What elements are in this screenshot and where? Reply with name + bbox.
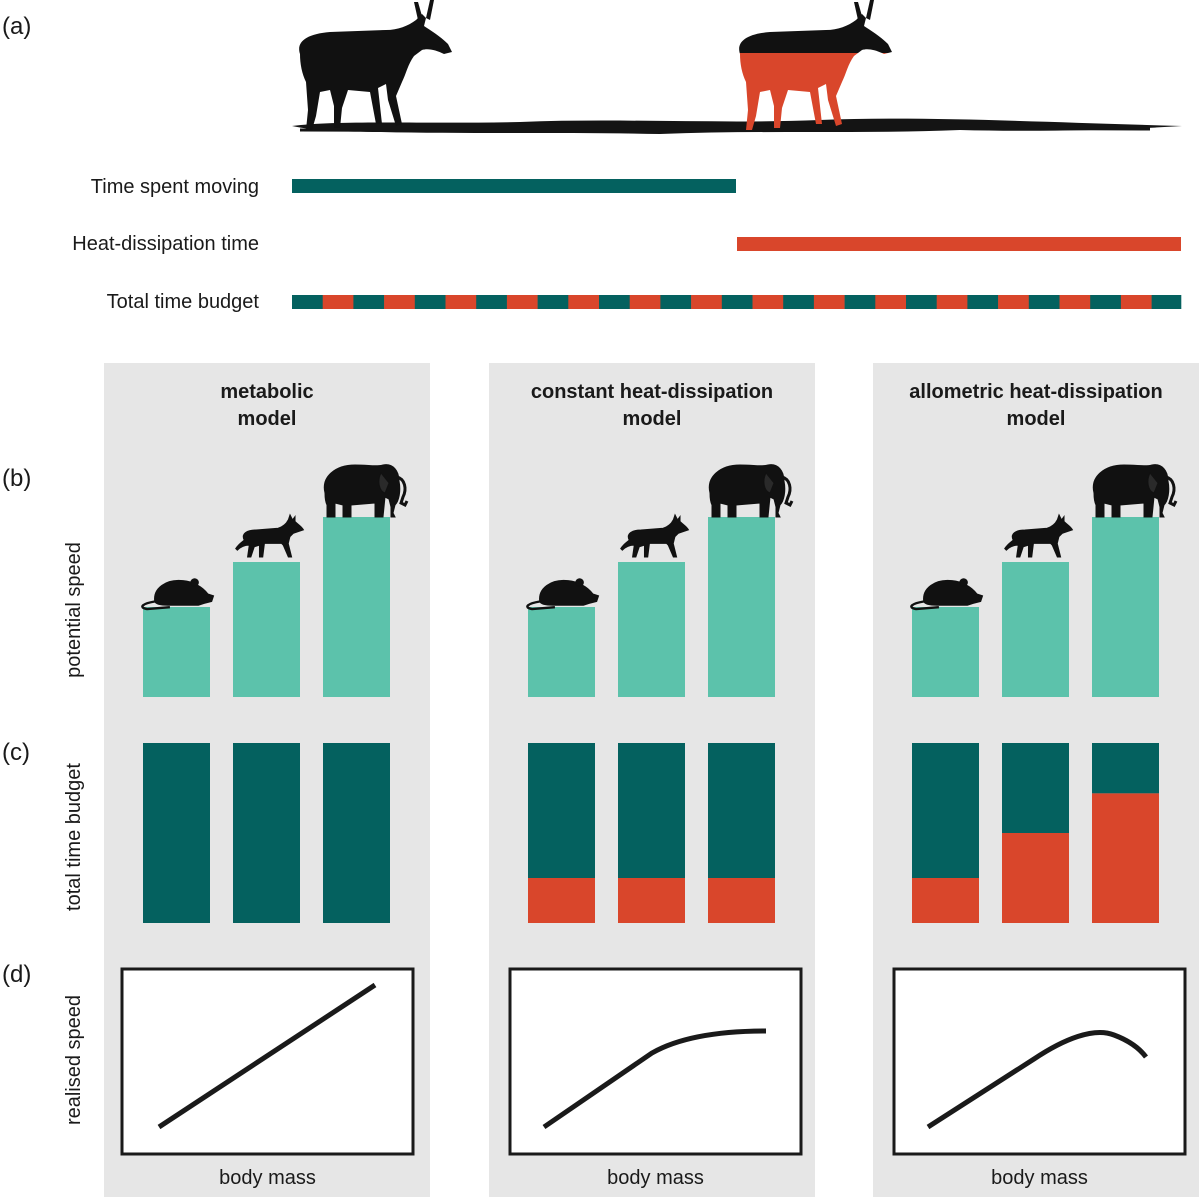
budget-segment-heat bbox=[875, 295, 907, 309]
budget-segment-heat bbox=[1059, 295, 1091, 309]
model-title-metabolic-line2: model bbox=[238, 408, 297, 430]
potential-speed-bar bbox=[1092, 517, 1159, 697]
budget-segment-heat bbox=[445, 295, 477, 309]
model-title-constant-line2: model bbox=[623, 408, 682, 430]
budget-segment-heat bbox=[813, 295, 845, 309]
realised-speed-plot-frame bbox=[508, 967, 803, 1156]
axis-label-potential-speed: potential speed bbox=[63, 542, 85, 678]
axis-label-total-time-budget: total time budget bbox=[63, 763, 85, 911]
budget-heat-segment bbox=[528, 878, 595, 923]
budget-segment-heat bbox=[568, 295, 600, 309]
budget-heat-segment bbox=[912, 878, 979, 923]
panel-label-b: (b) bbox=[2, 465, 31, 492]
budget-moving-segment bbox=[708, 743, 775, 878]
budget-segment-moving bbox=[1028, 295, 1060, 309]
budget-moving-segment bbox=[618, 743, 685, 878]
potential-speed-bar bbox=[708, 517, 775, 697]
budget-segment-moving bbox=[721, 295, 753, 309]
budget-segment-heat bbox=[691, 295, 723, 309]
potential-speed-bar bbox=[323, 517, 390, 697]
budget-segment-heat bbox=[936, 295, 968, 309]
bar-heat-dissipation bbox=[737, 237, 1181, 251]
budget-segment-heat bbox=[322, 295, 354, 309]
ground-strip bbox=[292, 118, 1182, 134]
budget-segment-moving bbox=[1090, 295, 1122, 309]
realised-speed-plot-frame bbox=[120, 967, 415, 1156]
panel-label-a: (a) bbox=[2, 13, 31, 40]
budget-heat-segment bbox=[1092, 793, 1159, 923]
budget-segment-moving bbox=[844, 295, 876, 309]
budget-moving-segment bbox=[528, 743, 595, 878]
budget-segment-moving bbox=[783, 295, 815, 309]
budget-moving-segment bbox=[1002, 743, 1069, 833]
realised-speed-plot-frame bbox=[892, 967, 1187, 1156]
potential-speed-bar bbox=[1002, 562, 1069, 697]
panel-label-c: (c) bbox=[2, 739, 30, 766]
model-title-metabolic-line1: metabolic bbox=[220, 381, 313, 403]
model-title-constant: constant heat-dissipation model bbox=[531, 381, 773, 430]
axis-label-body-mass: body mass bbox=[219, 1167, 316, 1189]
axis-label-body-mass: body mass bbox=[607, 1167, 704, 1189]
row-label-total-budget: Total time budget bbox=[107, 291, 260, 313]
budget-segment-heat bbox=[629, 295, 661, 309]
budget-segment-moving bbox=[292, 295, 323, 309]
potential-speed-bar bbox=[618, 562, 685, 697]
potential-speed-bar bbox=[143, 607, 210, 697]
model-title-metabolic: metabolic model bbox=[220, 381, 313, 430]
model-title-allometric-line1: allometric heat-dissipation bbox=[909, 381, 1162, 403]
potential-speed-bar bbox=[912, 607, 979, 697]
antelope-walking-icon bbox=[299, 0, 452, 130]
budget-segment-moving bbox=[537, 295, 569, 309]
model-title-constant-line1: constant heat-dissipation bbox=[531, 381, 773, 403]
budget-heat-segment bbox=[1002, 833, 1069, 923]
budget-segment-moving bbox=[906, 295, 937, 309]
axis-label-body-mass: body mass bbox=[991, 1167, 1088, 1189]
panel-label-d: (d) bbox=[2, 961, 31, 988]
budget-segment-moving bbox=[353, 295, 385, 309]
bar-total-budget bbox=[292, 295, 1182, 309]
row-label-time-moving: Time spent moving bbox=[91, 176, 259, 198]
budget-segment-moving bbox=[414, 295, 446, 309]
potential-speed-bar bbox=[528, 607, 595, 697]
antelope-overheated-icon bbox=[739, 0, 892, 130]
time-budget-bars bbox=[143, 743, 1159, 923]
budget-moving-segment bbox=[912, 743, 979, 878]
budget-heat-segment bbox=[618, 878, 685, 923]
budget-segment-heat bbox=[998, 295, 1030, 309]
potential-speed-bars bbox=[141, 463, 1178, 697]
budget-segment-heat bbox=[506, 295, 538, 309]
row-label-heat-dissipation: Heat-dissipation time bbox=[72, 233, 259, 255]
potential-speed-bar bbox=[233, 562, 300, 697]
realised-speed-curve bbox=[542, 1028, 767, 1130]
budget-moving-segment bbox=[233, 743, 300, 923]
budget-moving-segment bbox=[323, 743, 390, 923]
budget-segment-heat bbox=[384, 295, 416, 309]
budget-segment-moving bbox=[967, 295, 999, 309]
model-title-allometric-line2: model bbox=[1007, 408, 1066, 430]
model-title-allometric: allometric heat-dissipation model bbox=[909, 381, 1162, 430]
budget-heat-segment bbox=[708, 878, 775, 923]
bar-time-moving bbox=[292, 179, 736, 193]
budget-segment-moving bbox=[476, 295, 508, 309]
realised-speed-plots: body mass body mass body mass bbox=[120, 967, 1187, 1189]
budget-segment-moving bbox=[1151, 295, 1182, 309]
realised-speed-curve bbox=[157, 982, 377, 1130]
budget-segment-moving bbox=[599, 295, 630, 309]
budget-moving-segment bbox=[1092, 743, 1159, 794]
budget-segment-heat bbox=[752, 295, 784, 309]
budget-moving-segment bbox=[143, 743, 210, 923]
axis-label-realised-speed: realised speed bbox=[63, 995, 85, 1125]
budget-segment-moving bbox=[660, 295, 692, 309]
budget-segment-heat bbox=[1120, 295, 1152, 309]
realised-speed-curve bbox=[926, 1030, 1148, 1130]
